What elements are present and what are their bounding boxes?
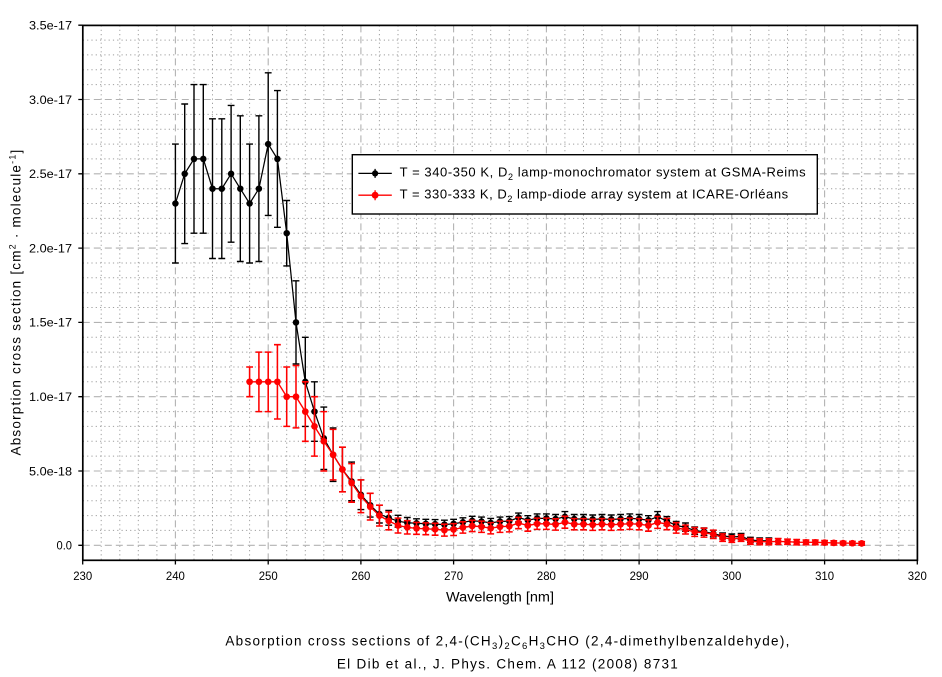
svg-text:5.0e-18: 5.0e-18 xyxy=(29,464,72,478)
svg-text:290: 290 xyxy=(630,569,649,583)
svg-text:270: 270 xyxy=(444,569,463,583)
svg-text:1.5e-17: 1.5e-17 xyxy=(29,316,72,330)
svg-text:250: 250 xyxy=(259,569,278,583)
svg-text:280: 280 xyxy=(537,569,556,583)
svg-text:2.5e-17: 2.5e-17 xyxy=(29,167,72,181)
svg-text:Absorption cross section [cm2: Absorption cross section [cm2 · molecule… xyxy=(8,149,24,456)
svg-text:2.0e-17: 2.0e-17 xyxy=(29,241,72,255)
svg-text:Wavelength [nm]: Wavelength [nm] xyxy=(446,590,554,605)
svg-text:260: 260 xyxy=(351,569,370,583)
svg-text:310: 310 xyxy=(815,569,834,583)
svg-text:Absorption cross sections of 2: Absorption cross sections of 2,4-(CH3)2C… xyxy=(225,634,790,653)
svg-text:3.0e-17: 3.0e-17 xyxy=(29,93,72,107)
svg-text:1.0e-17: 1.0e-17 xyxy=(29,390,72,404)
svg-text:T = 340-350 K, D2 lamp-monochr: T = 340-350 K, D2 lamp-monochromator sys… xyxy=(400,165,807,183)
svg-text:0.0: 0.0 xyxy=(57,539,73,553)
svg-text:T = 330-333 K, D2 lamp-diode a: T = 330-333 K, D2 lamp-diode array syste… xyxy=(400,187,789,205)
svg-text:320: 320 xyxy=(908,569,927,583)
svg-text:3.5e-17: 3.5e-17 xyxy=(29,19,72,33)
svg-text:230: 230 xyxy=(73,569,92,583)
svg-text:240: 240 xyxy=(166,569,185,583)
svg-text:El Dib et al., J. Phys. Chem.: El Dib et al., J. Phys. Chem. A 112 (200… xyxy=(337,657,679,672)
svg-text:300: 300 xyxy=(722,569,741,583)
